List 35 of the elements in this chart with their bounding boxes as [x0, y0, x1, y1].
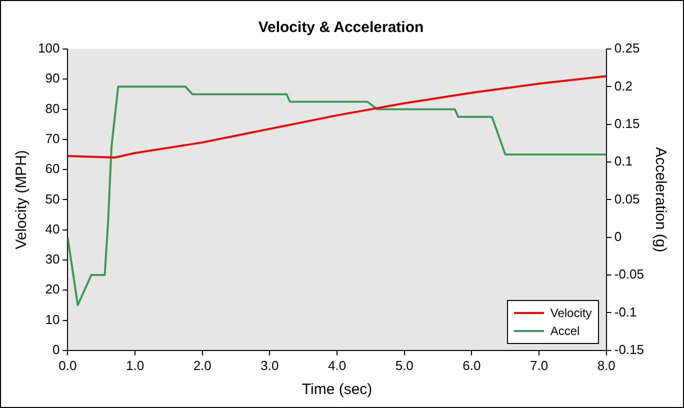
y-tick-label: 0 — [52, 342, 60, 357]
legend-label: Accel — [550, 324, 580, 338]
y-tick-label: 10 — [45, 312, 60, 327]
y-tick-label: 100 — [38, 40, 60, 56]
x-axis-title: Time (sec) — [302, 381, 372, 398]
y-tick-label: 40 — [45, 221, 60, 236]
x-tick-label: 8.0 — [597, 358, 616, 373]
y2-tick-label: -0.1 — [614, 304, 637, 320]
y-tick-label: 80 — [45, 100, 60, 116]
x-tick-label: 0.0 — [58, 358, 77, 373]
y2-tick-label: -0.05 — [614, 266, 644, 282]
y-tick-label: 50 — [45, 191, 60, 206]
y-tick-label: 30 — [45, 252, 60, 267]
y-tick-label: 90 — [45, 70, 60, 86]
y-axis-title: Velocity (MPH) — [13, 150, 30, 250]
y2-tick-label: -0.15 — [614, 342, 644, 357]
y2-axis-title: Acceleration (g) — [652, 147, 669, 252]
x-tick-label: 4.0 — [328, 358, 346, 373]
x-tick-label: 6.0 — [462, 358, 481, 373]
x-tick-label: 5.0 — [395, 358, 414, 373]
y2-tick-label: 0.05 — [614, 191, 640, 206]
y2-tick-label: 0 — [614, 228, 622, 244]
y-tick-label: 20 — [45, 282, 60, 297]
y2-tick-label: 0.15 — [614, 116, 640, 131]
x-tick-label: 2.0 — [193, 358, 212, 373]
chart-title: Velocity & Acceleration — [258, 19, 424, 36]
y2-tick-label: 0.2 — [614, 78, 632, 94]
y-tick-label: 70 — [45, 131, 60, 146]
x-tick-label: 3.0 — [260, 358, 279, 373]
legend-label: Velocity — [550, 306, 592, 320]
y2-tick-label: 0.1 — [614, 154, 632, 169]
y2-tick-label: 0.25 — [614, 40, 640, 56]
x-tick-label: 7.0 — [530, 358, 548, 373]
y-tick-label: 60 — [45, 161, 60, 176]
x-tick-label: 1.0 — [126, 358, 144, 373]
